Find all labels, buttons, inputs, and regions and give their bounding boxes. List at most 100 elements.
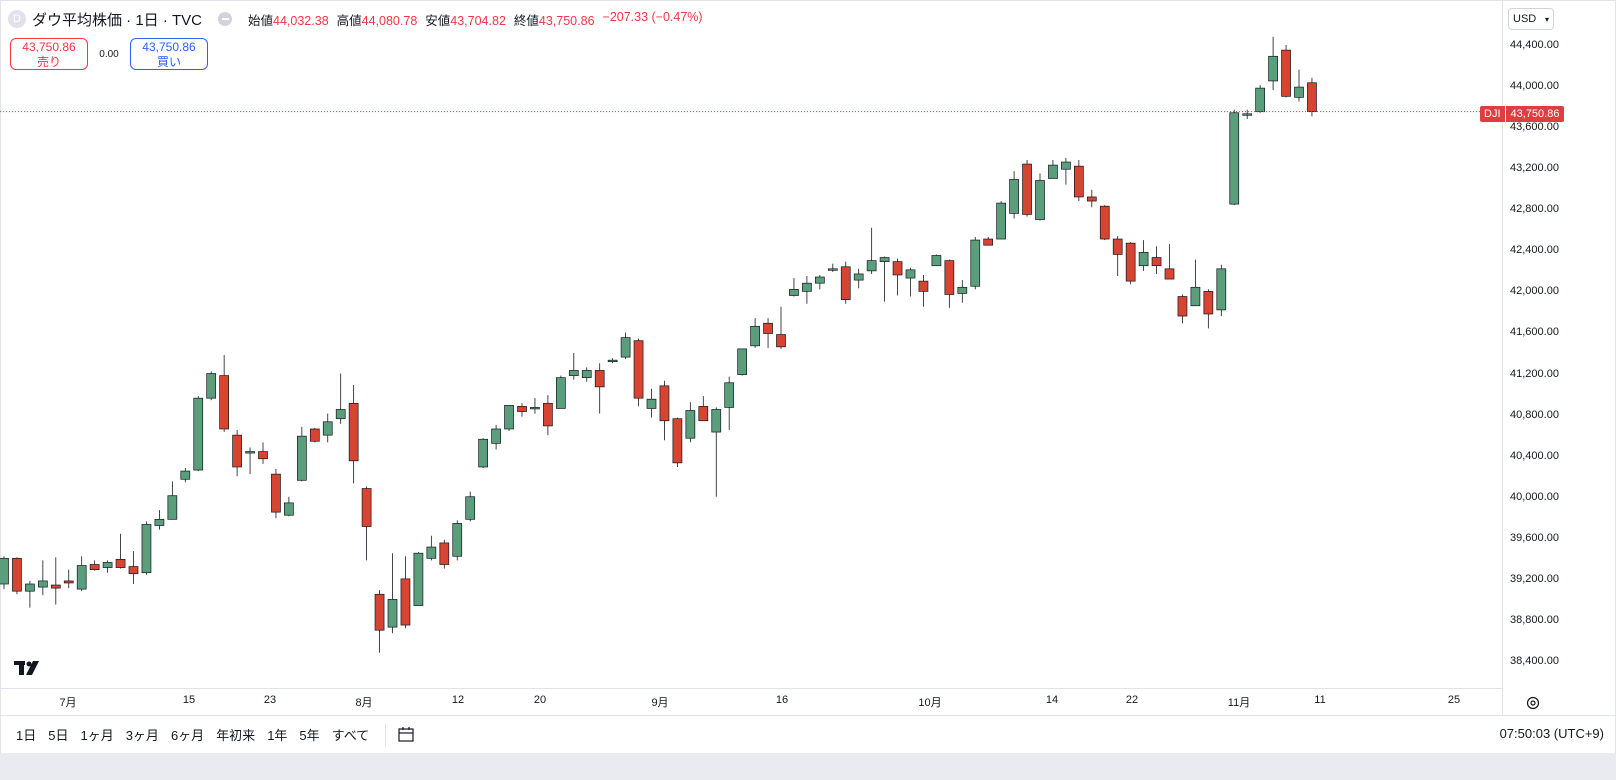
buy-price: 43,750.86 <box>142 40 196 54</box>
range-button[interactable]: 3ヶ月 <box>125 728 159 743</box>
candle-body <box>284 502 294 516</box>
price-tick-label: 39,200.00 <box>1510 572 1559 585</box>
range-button[interactable]: 6ヶ月 <box>170 728 205 743</box>
candle <box>918 274 929 307</box>
candle-body <box>892 261 903 276</box>
candle <box>1164 244 1175 280</box>
range-button[interactable]: 5年 <box>299 728 320 743</box>
candle-body <box>633 340 644 399</box>
candle <box>322 413 333 443</box>
candle-body <box>1035 180 1045 220</box>
time-tick-label: 15 <box>182 694 196 706</box>
candle-body <box>232 434 242 468</box>
open-value: 44,032.38 <box>273 13 329 28</box>
hide-legend-icon[interactable] <box>218 12 233 26</box>
candle-body <box>1138 252 1149 267</box>
range-button[interactable]: 5日 <box>48 728 69 743</box>
candle-body <box>827 268 838 271</box>
candle-body <box>1151 257 1162 267</box>
candle-body <box>206 373 217 399</box>
time-axis[interactable] <box>0 688 1502 715</box>
candle-body <box>879 257 890 262</box>
candle-body <box>840 266 851 300</box>
symbol-legend: D ダウ平均株価 · 1日 · TVC 始値44,032.38 高値44,080… <box>8 8 703 30</box>
candle-body <box>335 409 346 420</box>
candle <box>1281 45 1291 98</box>
candle-body <box>297 435 307 481</box>
date-range-icon[interactable] <box>396 725 416 745</box>
candle <box>1073 159 1084 202</box>
candle-body <box>1164 268 1175 280</box>
candle-body <box>853 273 864 281</box>
candle <box>1125 242 1136 285</box>
candle-body <box>517 406 527 412</box>
candle-body <box>814 276 825 284</box>
candle <box>802 276 812 304</box>
candle <box>63 569 74 589</box>
candle-body <box>1061 161 1071 170</box>
candle-body <box>374 593 385 631</box>
price-axis[interactable] <box>1502 0 1616 714</box>
range-button[interactable]: 1日 <box>16 728 37 743</box>
currency-selector[interactable]: USD ▾ <box>1508 8 1554 30</box>
candle-body <box>957 286 968 294</box>
candle-body <box>1048 164 1058 179</box>
candle <box>996 201 1007 240</box>
time-tick-label: 20 <box>533 694 547 706</box>
candle <box>724 376 735 430</box>
range-button[interactable]: 年初来 <box>216 728 256 743</box>
candle <box>659 380 670 441</box>
price-tick-label: 42,400.00 <box>1510 244 1559 257</box>
bottom-strip <box>0 753 1616 780</box>
candle-body <box>1229 112 1240 205</box>
range-button[interactable]: すべて <box>331 728 370 743</box>
candle <box>1138 240 1149 271</box>
candle-body <box>193 397 204 471</box>
candle <box>335 373 346 424</box>
candle-body <box>63 580 74 584</box>
time-tick-label: 12 <box>451 694 465 706</box>
candle-body <box>37 580 48 588</box>
candle-body <box>1216 268 1227 311</box>
candle <box>931 254 942 267</box>
candle-body <box>1112 238 1123 255</box>
range-button[interactable]: 1年 <box>267 728 288 743</box>
candle <box>413 552 424 606</box>
candle <box>789 278 799 297</box>
candle-body <box>983 238 994 246</box>
candle-body <box>413 552 424 606</box>
candle-body <box>89 564 100 570</box>
candle <box>504 405 514 432</box>
candle-body <box>750 325 760 347</box>
candle <box>115 533 126 569</box>
price-chart[interactable] <box>0 0 1502 688</box>
candle <box>439 539 450 569</box>
candle <box>1048 159 1058 179</box>
candle-body <box>866 260 877 272</box>
candle-body <box>1177 296 1188 317</box>
candle-body <box>672 418 683 464</box>
candle <box>555 375 566 409</box>
candle <box>348 384 359 484</box>
candle <box>1216 264 1227 317</box>
bottom-toolbar: 1日 5日 1ヶ月 3ヶ月 6ヶ月 年初来 1年 5年 すべて <box>0 715 1616 753</box>
sell-button[interactable]: 43,750.86 売り <box>10 38 88 70</box>
candle <box>128 551 139 584</box>
candle-body <box>387 599 398 628</box>
last-price-label: DJI 43,750.86 <box>1480 106 1565 122</box>
candle <box>840 261 851 304</box>
candle-body <box>724 382 735 408</box>
symbol-title[interactable]: ダウ平均株価 · 1日 · TVC <box>32 11 203 29</box>
candle-body <box>1281 49 1291 97</box>
price-tick-label: 40,400.00 <box>1510 449 1559 462</box>
buy-button[interactable]: 43,750.86 買い <box>130 38 208 70</box>
time-tick-label: 9月 <box>651 697 669 709</box>
tradingview-logo-icon[interactable] <box>14 659 44 677</box>
clock-timezone[interactable]: 07:50:03 (UTC+9) <box>1499 726 1604 741</box>
candle <box>426 535 437 561</box>
settings-gear-icon[interactable] <box>1522 692 1544 714</box>
time-tick-label: 7月 <box>59 697 77 709</box>
range-button[interactable]: 1ヶ月 <box>80 728 114 743</box>
candle <box>1307 77 1317 117</box>
candle-body <box>491 428 501 444</box>
